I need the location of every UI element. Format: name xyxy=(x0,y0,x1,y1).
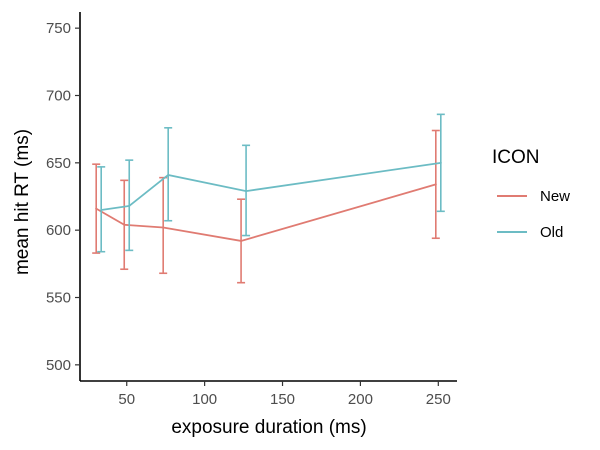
legend-label: Old xyxy=(540,224,563,241)
legend-item-old: Old xyxy=(497,224,563,241)
data-point xyxy=(95,207,98,210)
x-tick-label: 50 xyxy=(118,391,135,408)
x-tick-label: 200 xyxy=(348,391,373,408)
y-tick-label: 500 xyxy=(46,357,71,374)
series-old xyxy=(97,113,445,253)
plot-area xyxy=(92,113,445,284)
y-tick-label: 750 xyxy=(46,20,71,37)
data-point xyxy=(100,208,103,211)
y-tick-label: 700 xyxy=(46,87,71,104)
y-axis-ticks: 500 550 600 650 700 750 xyxy=(46,20,80,374)
data-point xyxy=(162,226,165,229)
legend-label: New xyxy=(540,188,570,205)
series-line xyxy=(95,183,437,242)
axes: 500 550 600 650 700 750 50 100 150 200 250 exposu… xyxy=(12,12,457,438)
y-tick-label: 550 xyxy=(46,290,71,307)
data-point xyxy=(240,239,243,242)
data-point xyxy=(128,204,131,207)
y-tick-label: 600 xyxy=(46,222,71,239)
data-point xyxy=(434,183,437,186)
data-point xyxy=(245,190,248,193)
y-tick-label: 650 xyxy=(46,155,71,172)
x-axis-title: exposure duration (ms) xyxy=(171,417,366,438)
legend-item-new: New xyxy=(497,188,570,205)
legend-title: ICON xyxy=(492,147,540,168)
x-tick-label: 150 xyxy=(270,391,295,408)
legend: ICON New Old xyxy=(492,147,570,241)
legend-items: New Old xyxy=(497,188,570,241)
series-new xyxy=(92,129,440,284)
data-point xyxy=(439,161,442,164)
x-tick-label: 100 xyxy=(192,391,217,408)
data-point xyxy=(123,223,126,226)
x-tick-label: 250 xyxy=(426,391,451,408)
data-point xyxy=(167,173,170,176)
x-axis-ticks: 50 100 150 200 250 xyxy=(118,381,451,408)
y-axis-title: mean hit RT (ms) xyxy=(12,129,33,275)
series-line xyxy=(101,161,441,211)
